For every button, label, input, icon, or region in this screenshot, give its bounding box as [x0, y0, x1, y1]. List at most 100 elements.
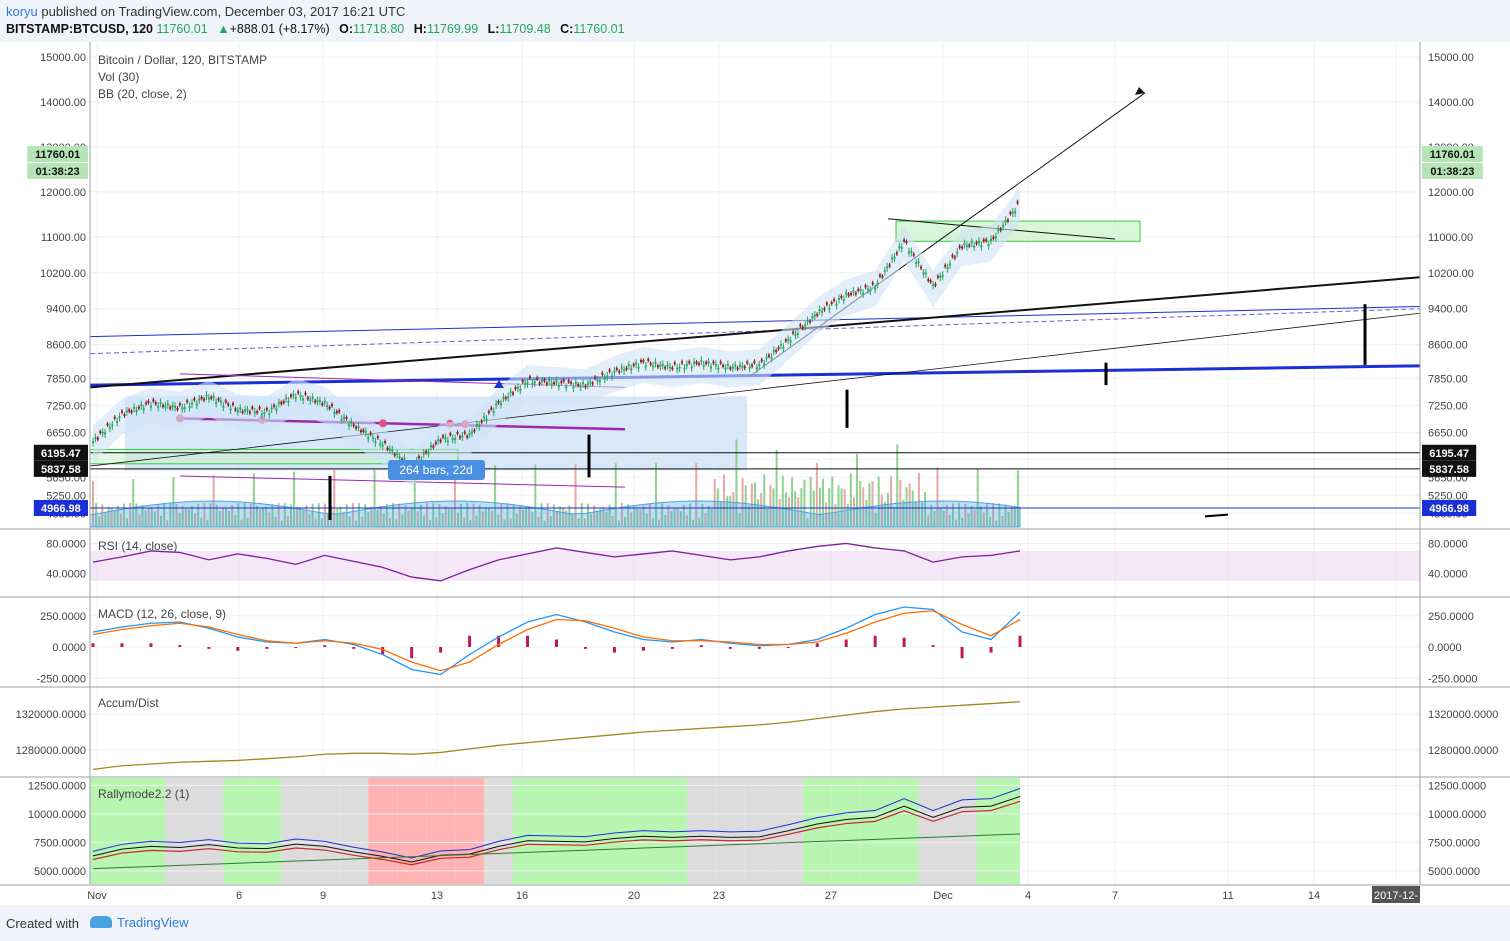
volume-bar: [410, 507, 413, 527]
rally-regime-band: [976, 778, 1006, 884]
macd-histogram-bar: [468, 635, 472, 647]
volume-bar: [228, 510, 231, 527]
tradingview-brand[interactable]: TradingView: [90, 915, 189, 930]
volume-bar: [231, 504, 234, 527]
volume-bar: [478, 504, 481, 527]
volume-bar: [750, 483, 753, 527]
rally-tick-left: 5000.0000: [34, 866, 86, 878]
candle-body: [816, 313, 819, 316]
volume-bar: [345, 504, 348, 527]
macd-histogram-bar: [931, 645, 935, 647]
candle-body: [176, 407, 179, 410]
volume-bar: [429, 520, 432, 527]
volume-bar: [809, 476, 812, 527]
candle-body: [427, 452, 430, 454]
macd-histogram-bar: [178, 645, 182, 647]
candle-body: [239, 407, 242, 410]
rally-regime-band: [947, 778, 977, 884]
candle-body: [922, 272, 925, 275]
candle-body: [403, 457, 406, 460]
x-tick-label: 14: [1308, 890, 1320, 902]
signal-line: [92, 610, 1021, 672]
volume-bar: [178, 512, 181, 527]
x-tick-label: 6: [236, 890, 242, 902]
y-tick-label-left: 14000.00: [40, 97, 86, 109]
candle-body: [275, 408, 278, 411]
volume-bar: [364, 504, 367, 527]
candle-body: [1009, 212, 1012, 214]
candle-body: [174, 405, 177, 408]
volume-bar: [376, 509, 379, 527]
rally-regime-band: [426, 778, 456, 884]
candle-body: [302, 398, 305, 401]
volume-bar: [506, 503, 509, 527]
candle-body: [886, 266, 889, 269]
rally-regime-band: [455, 778, 485, 884]
chart-canvas[interactable]: 15000.0015000.0014000.0014000.0013000.00…: [0, 0, 1510, 905]
macd-histogram-bar: [670, 647, 674, 649]
candle-body: [159, 401, 162, 404]
candle-body: [164, 405, 167, 408]
volume-bar: [262, 508, 265, 527]
candle-body: [763, 363, 766, 366]
volume-bar: [487, 507, 490, 527]
candle-body: [263, 412, 266, 414]
rally-regime-band: [310, 778, 340, 884]
candle-body: [625, 367, 628, 370]
candle-body: [193, 398, 196, 401]
candle-body: [828, 307, 831, 310]
volume-bar: [763, 474, 766, 527]
rallymode-title: Rallymode2.2 (1): [98, 787, 189, 801]
candle-body: [265, 408, 268, 410]
volume-bar: [654, 463, 657, 527]
candle-body: [835, 303, 838, 306]
rally-regime-band: [542, 778, 571, 884]
volume-bar: [286, 515, 289, 527]
candle-body: [852, 290, 855, 293]
level-tag-left-bg: [33, 499, 88, 516]
candle-body: [722, 364, 725, 367]
volume-bar: [658, 519, 661, 527]
candle-body: [362, 429, 365, 432]
rally-regime-band: [223, 778, 253, 884]
volume-bar: [933, 511, 936, 527]
macd-histogram-bar: [699, 645, 703, 647]
volume-bar: [883, 501, 886, 527]
candle-body: [388, 448, 391, 451]
candle-body: [975, 242, 978, 244]
candle-body: [222, 405, 225, 408]
volume-bar: [586, 503, 589, 527]
candle-body: [374, 441, 377, 444]
y-tick-label-left: 11000.00: [41, 232, 86, 244]
volume-bar: [367, 512, 370, 527]
volume-bar: [540, 503, 543, 527]
volume-bar: [995, 520, 998, 527]
candle-body: [386, 447, 389, 450]
volume-bar: [914, 502, 917, 527]
candle-body: [183, 407, 186, 409]
volume-bar: [673, 507, 676, 527]
volume-bar: [608, 504, 611, 527]
candle-body: [372, 436, 375, 439]
candle-body: [449, 433, 452, 436]
triangle-up-icon: ▲: [217, 22, 230, 36]
volume-bar: [271, 504, 274, 527]
volume-bar: [494, 465, 497, 527]
candle-body: [924, 272, 927, 275]
volume-bar: [497, 514, 500, 527]
rally-regime-band: [918, 778, 948, 884]
candle-body: [792, 331, 795, 334]
candle-body: [743, 366, 746, 369]
candle-body: [434, 442, 437, 444]
y-tick-label-right: 10200.00: [1428, 268, 1474, 280]
volume-bar: [713, 479, 716, 527]
candle-body: [502, 396, 505, 399]
candle-body: [509, 391, 512, 394]
volume-bar: [583, 518, 586, 527]
volume-bar: [169, 503, 172, 527]
author-link[interactable]: koryu: [6, 4, 38, 19]
candle-body: [543, 379, 546, 382]
rally-regime-band: [281, 778, 311, 884]
candle-body: [154, 402, 157, 405]
countdown-tag-left: 01:38:23: [36, 166, 80, 178]
